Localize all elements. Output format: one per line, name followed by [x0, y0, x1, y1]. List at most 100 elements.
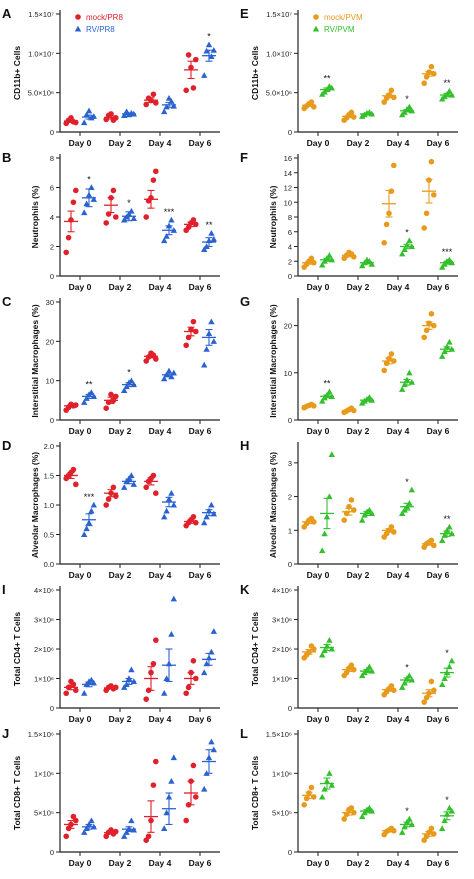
y-tick-label: 0 — [50, 704, 54, 713]
significance-marker: ** — [85, 379, 93, 389]
data-point — [103, 220, 109, 226]
data-point — [326, 388, 333, 395]
data-point — [65, 234, 72, 241]
data-point — [103, 405, 109, 412]
y-tick-label: 0.5 — [44, 531, 54, 540]
data-point — [406, 237, 413, 244]
y-tick-label: 4 — [50, 213, 54, 222]
data-point — [90, 196, 97, 202]
legend-label: RV/PR8 — [86, 25, 115, 34]
data-point — [210, 746, 217, 753]
data-point — [423, 74, 430, 80]
data-point — [366, 663, 373, 670]
data-point — [210, 628, 217, 634]
data-point — [143, 101, 149, 108]
x-tick-label: Day 2 — [347, 858, 370, 868]
y-tick-label: 5×10⁵ — [34, 809, 54, 818]
y-tick-label: 2 — [288, 257, 292, 266]
data-point — [348, 805, 355, 811]
data-point — [428, 825, 435, 832]
x-tick-label: Day 2 — [109, 282, 132, 292]
data-point — [110, 187, 117, 194]
data-point — [183, 690, 189, 697]
data-point — [121, 684, 128, 690]
y-tick-label: 10 — [284, 198, 292, 207]
y-tick-label: 2×10⁶ — [272, 645, 292, 654]
data-point — [208, 318, 215, 325]
y-tick-label: 1.0 — [44, 501, 54, 510]
data-point — [170, 595, 177, 602]
data-point — [359, 516, 366, 523]
data-point — [85, 107, 93, 114]
data-point — [210, 338, 217, 344]
data-point — [201, 361, 208, 368]
data-point — [399, 250, 406, 257]
y-axis-label: Interstitial Macrophages (%) — [268, 304, 278, 418]
data-point — [185, 684, 192, 691]
data-point — [210, 235, 217, 242]
y-tick-label: 0 — [288, 560, 292, 569]
x-tick-label: Day 2 — [347, 282, 370, 292]
data-point — [205, 41, 213, 48]
x-tick-label: Day 0 — [307, 426, 330, 436]
significance-marker: * — [445, 795, 449, 805]
y-tick-label: 2 — [50, 243, 54, 252]
data-point — [183, 342, 189, 349]
x-tick-label: Day 2 — [347, 714, 370, 724]
y-tick-label: 0 — [288, 272, 292, 281]
data-point — [210, 510, 217, 517]
y-tick-label: 1×10⁶ — [272, 675, 292, 684]
y-tick-label: 0 — [50, 272, 54, 281]
panel-k: K 0 1×10⁶ 2×10⁶ 3×10⁶ 4×10⁶ Total CD4+ T Cells… — [240, 582, 458, 724]
significance-marker: * — [405, 806, 409, 816]
y-tick-label: 20 — [284, 322, 292, 331]
data-point — [388, 188, 395, 194]
x-tick-label: Day 6 — [189, 858, 212, 868]
data-point — [406, 672, 413, 679]
data-point — [121, 387, 128, 394]
data-point — [201, 785, 208, 792]
data-point — [348, 109, 355, 116]
data-point — [319, 261, 326, 268]
data-point — [121, 112, 128, 119]
significance-marker: ** — [323, 379, 331, 389]
y-tick-label: 0 — [50, 128, 54, 137]
data-point — [308, 784, 315, 791]
data-point — [161, 108, 168, 115]
data-point — [341, 816, 348, 822]
data-point — [130, 481, 137, 487]
y-tick-label: 4×10⁶ — [34, 586, 54, 595]
data-point — [421, 699, 428, 705]
significance-marker: * — [127, 368, 131, 378]
data-point — [108, 391, 114, 398]
y-tick-label: 6 — [288, 228, 292, 237]
data-point — [185, 224, 192, 231]
x-tick-label: Day 6 — [427, 282, 450, 292]
y-axis-label: CD11b+ Cells — [250, 46, 260, 100]
data-point — [170, 501, 177, 508]
x-tick-label: Day 0 — [69, 282, 92, 292]
data-point — [153, 100, 159, 106]
data-point — [81, 829, 88, 835]
significance-marker: * — [445, 648, 449, 658]
y-tick-label: 12 — [284, 184, 292, 193]
y-axis-label: Neutrophils (%) — [268, 185, 278, 248]
significance-marker: * — [87, 175, 91, 185]
y-tick-label: 5×10⁵ — [272, 809, 292, 818]
data-point — [326, 636, 333, 643]
data-point — [163, 809, 170, 816]
y-tick-label: 10 — [284, 369, 292, 378]
x-tick-label: Day 6 — [189, 426, 212, 436]
data-point — [190, 318, 197, 325]
panel-b: B 0 2 4 6 8 Neutrophils (%) Day 0 Day 2 Day 4 Day … — [2, 150, 220, 292]
data-point — [348, 662, 355, 669]
data-point — [88, 817, 95, 824]
panel-letter: H — [240, 438, 249, 453]
significance-marker: * — [405, 228, 409, 238]
significance-marker: ** — [443, 514, 451, 524]
data-point — [308, 255, 315, 262]
data-point — [428, 63, 435, 70]
x-tick-label: Day 6 — [427, 138, 450, 148]
y-tick-label: 6 — [50, 184, 54, 193]
data-point — [341, 517, 348, 523]
